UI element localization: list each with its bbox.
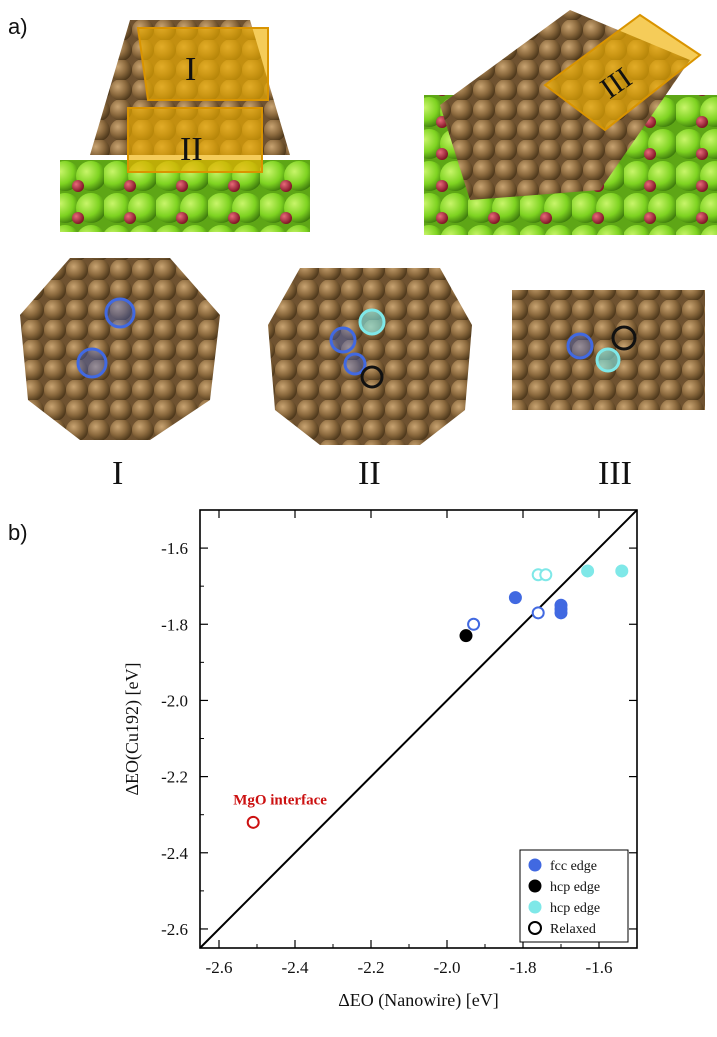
- view-label-I: I: [112, 455, 123, 490]
- y-tick-label: -1.8: [161, 615, 188, 634]
- relaxed-point: [531, 606, 545, 620]
- x-tick-label: -2.4: [282, 958, 309, 977]
- data-point: [459, 629, 473, 643]
- x-tick-label: -1.6: [586, 958, 613, 977]
- fcc-site-marker: [566, 332, 594, 360]
- scatter-chart: -2.6 -2.4 -2.2 -2.0 -1.8 -1.6 -2.6 -2.4 -2.2 -2.0…: [122, 509, 638, 1011]
- legend-label: hcp edge: [550, 880, 600, 895]
- relaxed-point: [467, 617, 481, 631]
- view-label-III: III: [598, 455, 632, 490]
- x-tick-label: -2.2: [358, 958, 385, 977]
- parity-line: [199, 509, 638, 949]
- fcc-site-marker: [329, 326, 357, 354]
- y-tick-label: -2.4: [161, 844, 188, 863]
- x-tick-label: -2.6: [206, 958, 233, 977]
- fcc-site-marker: [76, 347, 108, 379]
- relaxed-point: [246, 815, 260, 829]
- x-tick-label: -1.8: [510, 958, 537, 977]
- nanowire-on-mgo-render: III: [424, 10, 717, 235]
- particle-on-mgo-render: I II: [60, 20, 310, 232]
- legend-marker: [528, 921, 542, 935]
- legend-marker: [528, 858, 542, 872]
- data-point: [508, 591, 522, 605]
- plot-frame: [199, 509, 638, 949]
- fcc-site-marker: [343, 352, 367, 376]
- relaxed-point: [539, 568, 553, 582]
- facet-I-label: I: [185, 51, 196, 88]
- facet-I: [136, 27, 269, 101]
- hcp-cyan-site-marker: [595, 347, 621, 373]
- legend-marker: [528, 900, 542, 914]
- view-label-II: II: [358, 455, 381, 490]
- hcp-black-site-marker: [611, 325, 637, 351]
- legend-label: Relaxed: [550, 922, 596, 937]
- y-tick-label: -2.2: [161, 768, 188, 787]
- legend-label: hcp edge: [550, 901, 600, 916]
- hcp-cyan-site-marker: [358, 308, 386, 336]
- y-tick-label: -2.0: [161, 691, 188, 710]
- fcc-site-marker: [104, 297, 136, 329]
- facet-II: [127, 107, 263, 173]
- y-tick-label: -1.6: [161, 539, 188, 558]
- facet-III-view: [512, 290, 705, 410]
- data-point: [554, 606, 568, 620]
- structure-renders: I II III I II III: [20, 10, 717, 490]
- data-point: [581, 564, 595, 578]
- panel-b-label: b): [8, 520, 28, 545]
- mgo-annotation: MgO interface: [233, 792, 327, 808]
- panel-a-label: a): [8, 14, 28, 39]
- facet-I-view: [20, 258, 220, 440]
- hcp-black-site-marker: [360, 365, 384, 389]
- legend-label: fcc edge: [550, 859, 597, 874]
- legend-marker: [528, 879, 542, 893]
- y-axis-label: ΔEO(Cu192) [eV]: [122, 662, 143, 795]
- facet-II-view: [268, 268, 472, 445]
- x-tick-label: -2.0: [434, 958, 461, 977]
- facet-III: [543, 13, 702, 132]
- facet-II-label: II: [180, 131, 203, 168]
- x-axis-label: ΔEO (Nanowire) [eV]: [338, 990, 499, 1011]
- data-point: [615, 564, 629, 578]
- y-tick-label: -2.6: [161, 920, 188, 939]
